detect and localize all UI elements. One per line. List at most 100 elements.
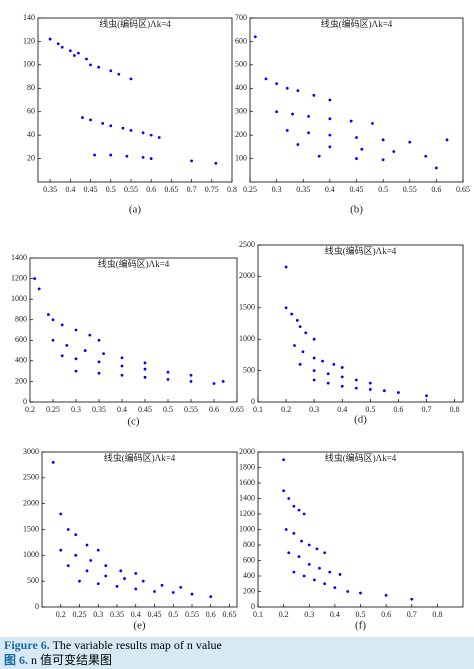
chart-title: 线虫(编码区)Λk=4 xyxy=(99,18,171,29)
point xyxy=(312,337,316,341)
x-tick-label: 0.35 xyxy=(110,610,124,619)
point xyxy=(189,380,193,383)
point xyxy=(285,86,289,90)
point xyxy=(292,570,296,574)
point xyxy=(68,49,72,53)
point xyxy=(83,349,87,352)
caption: Figure 6. The variable results map of n … xyxy=(0,637,474,669)
point xyxy=(85,569,89,573)
point xyxy=(60,323,64,327)
point xyxy=(312,369,316,372)
point xyxy=(72,54,76,57)
point xyxy=(304,331,308,335)
x-tick-label: 0.35 xyxy=(43,185,57,194)
point xyxy=(321,359,324,363)
x-tick-label: 0.55 xyxy=(403,185,417,194)
point xyxy=(125,154,129,158)
point xyxy=(166,377,170,381)
point xyxy=(264,77,268,81)
point xyxy=(346,590,350,593)
chart-title: 线虫(编码区)Λk=4 xyxy=(325,245,397,256)
x-tick-label: 0.3 xyxy=(93,610,103,619)
point xyxy=(157,136,161,139)
point xyxy=(384,593,388,597)
y-tick-label: 800 xyxy=(243,540,255,549)
point xyxy=(59,548,63,552)
caption-en: Figure 6. The variable results map of n … xyxy=(4,638,470,653)
point xyxy=(298,325,302,329)
point xyxy=(312,378,316,382)
point xyxy=(149,157,153,160)
point xyxy=(160,583,164,587)
point xyxy=(307,131,310,135)
point xyxy=(101,122,105,125)
point xyxy=(120,373,124,377)
point xyxy=(340,384,344,388)
point xyxy=(129,77,133,81)
point xyxy=(123,577,126,580)
point xyxy=(424,154,428,158)
x-tick-label: 0.3 xyxy=(309,405,319,414)
x-tick-label: 0.65 xyxy=(223,610,237,619)
x-tick-label: 0.4 xyxy=(325,185,335,194)
x-tick-label: 0.2 xyxy=(56,610,66,619)
y-tick-label: 140 xyxy=(23,13,35,22)
y-tick-label: 0 xyxy=(251,397,255,406)
point xyxy=(297,508,301,512)
point xyxy=(328,145,332,149)
point xyxy=(51,318,55,322)
point xyxy=(143,375,147,379)
y-tick-label: 1800 xyxy=(239,462,255,471)
y-tick-label: 200 xyxy=(15,376,27,385)
point xyxy=(89,559,93,562)
point xyxy=(97,338,101,342)
point xyxy=(284,265,288,269)
y-tick-label: 100 xyxy=(235,153,247,162)
y-tick-label: 1000 xyxy=(239,524,255,533)
x-tick-label: 0.7 xyxy=(421,405,431,414)
x-tick-label: 0.45 xyxy=(350,185,364,194)
plot-frame xyxy=(41,451,238,608)
point xyxy=(359,591,362,595)
point xyxy=(56,42,60,46)
point xyxy=(85,543,89,547)
x-tick-label: 0.5 xyxy=(378,185,388,194)
y-tick-label: 500 xyxy=(235,60,247,69)
point xyxy=(333,586,337,590)
y-tick-label: 2000 xyxy=(239,271,255,280)
point xyxy=(293,344,296,347)
point xyxy=(120,364,124,368)
figure: 20 40 60 80 100 120 140 0.35 0.4 0.45 0.5 0.55 0.6 0.… xyxy=(11,13,470,632)
point xyxy=(292,504,296,508)
x-tick-label: 0.55 xyxy=(124,185,138,194)
y-tick-label: 2500 xyxy=(23,473,39,482)
point xyxy=(328,570,332,574)
point xyxy=(287,497,291,500)
point xyxy=(328,98,332,102)
x-tick-label: 0.45 xyxy=(84,185,98,194)
point xyxy=(291,112,294,116)
point xyxy=(96,548,100,552)
point xyxy=(104,564,108,568)
point xyxy=(317,154,321,158)
x-tick-label: 0.6 xyxy=(209,405,219,414)
y-tick-label: 1000 xyxy=(23,550,39,559)
point xyxy=(354,378,358,382)
x-tick-label: 0.45 xyxy=(148,610,162,619)
caption-label: 图 6. xyxy=(4,653,29,667)
point xyxy=(129,129,133,132)
x-tick-label: 0.45 xyxy=(138,405,152,414)
point xyxy=(282,489,286,493)
point xyxy=(97,360,101,364)
x-tick-label: 0.3 xyxy=(304,610,314,619)
point xyxy=(425,394,428,398)
point xyxy=(382,389,386,393)
x-tick-label: 0.6 xyxy=(146,185,156,194)
point xyxy=(312,93,316,97)
x-tick-label: 0.65 xyxy=(456,185,470,194)
y-tick-label: 20 xyxy=(27,153,35,162)
panel-label: (b) xyxy=(350,204,363,216)
y-tick-label: 1500 xyxy=(239,303,255,312)
y-tick-label: 500 xyxy=(243,365,255,374)
